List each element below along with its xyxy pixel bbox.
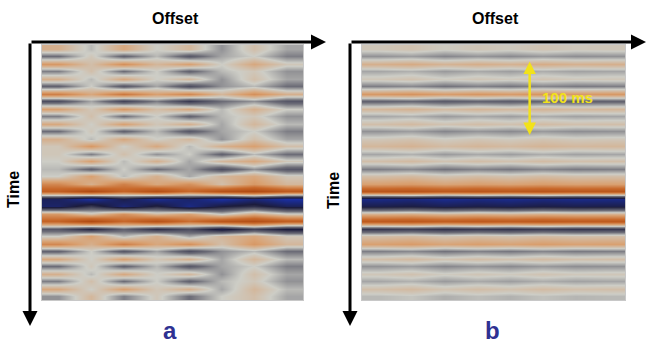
svg-text:a: a [163,317,177,344]
svg-text:Offset: Offset [152,10,199,27]
svg-text:100 ms: 100 ms [542,89,593,106]
svg-text:Time: Time [325,172,342,209]
svg-text:Time: Time [5,171,22,208]
svg-text:Offset: Offset [472,10,519,27]
svg-text:b: b [485,317,500,344]
